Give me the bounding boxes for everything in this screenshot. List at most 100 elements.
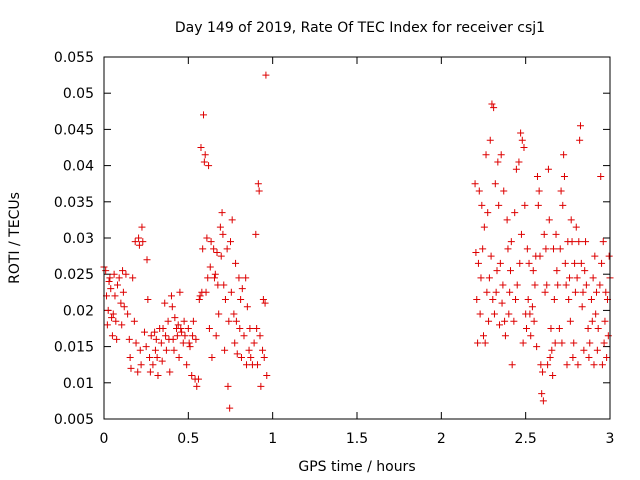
data-point-0-281 xyxy=(581,267,589,275)
x-tick-label-4: 2 xyxy=(437,431,446,447)
data-point-0-217 xyxy=(525,259,533,267)
data-point-0-259 xyxy=(562,281,570,289)
data-point-0-266 xyxy=(568,238,576,246)
data-point-0-195 xyxy=(505,310,513,318)
data-point-0-150 xyxy=(259,346,267,354)
data-point-0-131 xyxy=(237,296,245,304)
data-point-0-152 xyxy=(260,353,268,361)
data-point-0-244 xyxy=(549,372,557,380)
data-point-0-229 xyxy=(536,252,544,260)
data-point-0-15 xyxy=(113,281,121,289)
data-point-0-215 xyxy=(523,245,531,253)
data-point-0-282 xyxy=(582,238,590,246)
data-point-0-147 xyxy=(255,187,263,195)
data-point-0-92 xyxy=(200,111,208,119)
data-point-0-253 xyxy=(557,187,565,195)
data-point-0-46 xyxy=(151,328,159,336)
data-point-0-273 xyxy=(574,361,582,369)
data-point-0-13 xyxy=(112,317,120,325)
data-point-0-295 xyxy=(594,325,602,332)
data-point-0-172 xyxy=(485,317,493,325)
data-point-0-97 xyxy=(204,274,212,282)
data-point-0-111 xyxy=(217,252,225,260)
data-point-0-186 xyxy=(496,259,504,267)
data-point-0-300 xyxy=(599,238,607,246)
y-tick-label-9: 0.05 xyxy=(63,86,94,102)
data-point-0-175 xyxy=(487,252,495,260)
data-point-0-189 xyxy=(499,281,507,289)
data-point-0-214 xyxy=(523,325,531,332)
data-point-0-293 xyxy=(593,288,601,296)
data-point-0-218 xyxy=(526,310,534,318)
data-point-0-166 xyxy=(480,332,487,340)
data-point-0-298 xyxy=(598,259,606,267)
data-point-0-272 xyxy=(573,274,581,282)
data-point-0-114 xyxy=(220,281,228,289)
data-point-0-267 xyxy=(569,353,577,361)
data-point-0-146 xyxy=(254,180,262,188)
data-point-0-188 xyxy=(498,299,506,307)
data-point-0-202 xyxy=(512,296,520,304)
data-point-0-302 xyxy=(601,317,609,325)
tick-labels: 0.005 0.01 0.015 0.02 0.025 0.03 0.035 0.04 0.04… xyxy=(54,50,615,447)
data-point-0-299 xyxy=(598,361,606,369)
data-point-0-136 xyxy=(243,361,251,369)
data-point-0-98 xyxy=(205,162,213,170)
data-point-0-134 xyxy=(240,332,248,340)
data-point-0-86 xyxy=(194,375,202,383)
data-point-0-219 xyxy=(527,332,535,340)
data-point-0-306 xyxy=(604,332,612,340)
data-point-0-67 xyxy=(173,332,181,340)
data-point-0-227 xyxy=(534,201,542,209)
data-point-0-245 xyxy=(549,245,557,253)
data-point-0-247 xyxy=(551,339,559,347)
data-point-0-252 xyxy=(556,245,564,253)
data-point-0-57 xyxy=(162,346,170,354)
data-point-0-162 xyxy=(476,310,484,318)
data-point-0-211 xyxy=(520,144,528,151)
data-point-0-197 xyxy=(506,267,514,275)
data-point-0-296 xyxy=(596,281,604,289)
data-point-0-212 xyxy=(521,201,529,209)
data-point-0-144 xyxy=(253,325,261,332)
data-point-0-129 xyxy=(235,274,243,282)
data-point-0-42 xyxy=(146,353,154,361)
data-point-0-56 xyxy=(162,332,170,340)
data-point-0-17 xyxy=(117,299,125,307)
data-point-0-284 xyxy=(584,325,592,332)
data-point-0-26 xyxy=(127,364,135,372)
data-point-0-238 xyxy=(544,361,552,369)
data-point-0-263 xyxy=(566,274,574,282)
data-point-0-270 xyxy=(571,288,579,296)
data-point-0-22 xyxy=(122,270,130,278)
data-point-0-58 xyxy=(164,317,172,325)
data-point-0-185 xyxy=(496,321,504,329)
data-point-0-237 xyxy=(543,281,551,289)
data-point-0-44 xyxy=(147,332,155,340)
data-point-0-226 xyxy=(533,172,541,180)
data-point-0-290 xyxy=(590,361,598,369)
data-point-0-206 xyxy=(516,259,524,267)
x-tick-label-0: 0 xyxy=(100,431,109,447)
data-point-0-62 xyxy=(168,303,176,311)
y-tick-label-4: 0.025 xyxy=(54,267,94,283)
data-point-0-88 xyxy=(196,292,204,300)
data-point-0-294 xyxy=(593,346,601,354)
data-point-0-18 xyxy=(118,321,126,329)
data-point-0-117 xyxy=(223,245,231,253)
data-point-0-65 xyxy=(171,314,179,322)
data-point-0-283 xyxy=(582,281,590,289)
data-point-0-307 xyxy=(605,252,613,260)
data-point-0-169 xyxy=(482,151,490,159)
data-point-0-77 xyxy=(184,325,192,332)
data-point-0-68 xyxy=(174,321,182,329)
data-point-0-279 xyxy=(579,288,587,296)
data-point-0-102 xyxy=(208,353,216,361)
data-point-0-119 xyxy=(225,317,233,325)
data-point-0-45 xyxy=(149,361,157,369)
data-point-0-242 xyxy=(547,325,555,332)
data-point-0-181 xyxy=(492,288,500,296)
data-point-0-81 xyxy=(189,332,197,340)
data-point-0-96 xyxy=(203,234,211,242)
data-point-0-109 xyxy=(215,310,223,318)
